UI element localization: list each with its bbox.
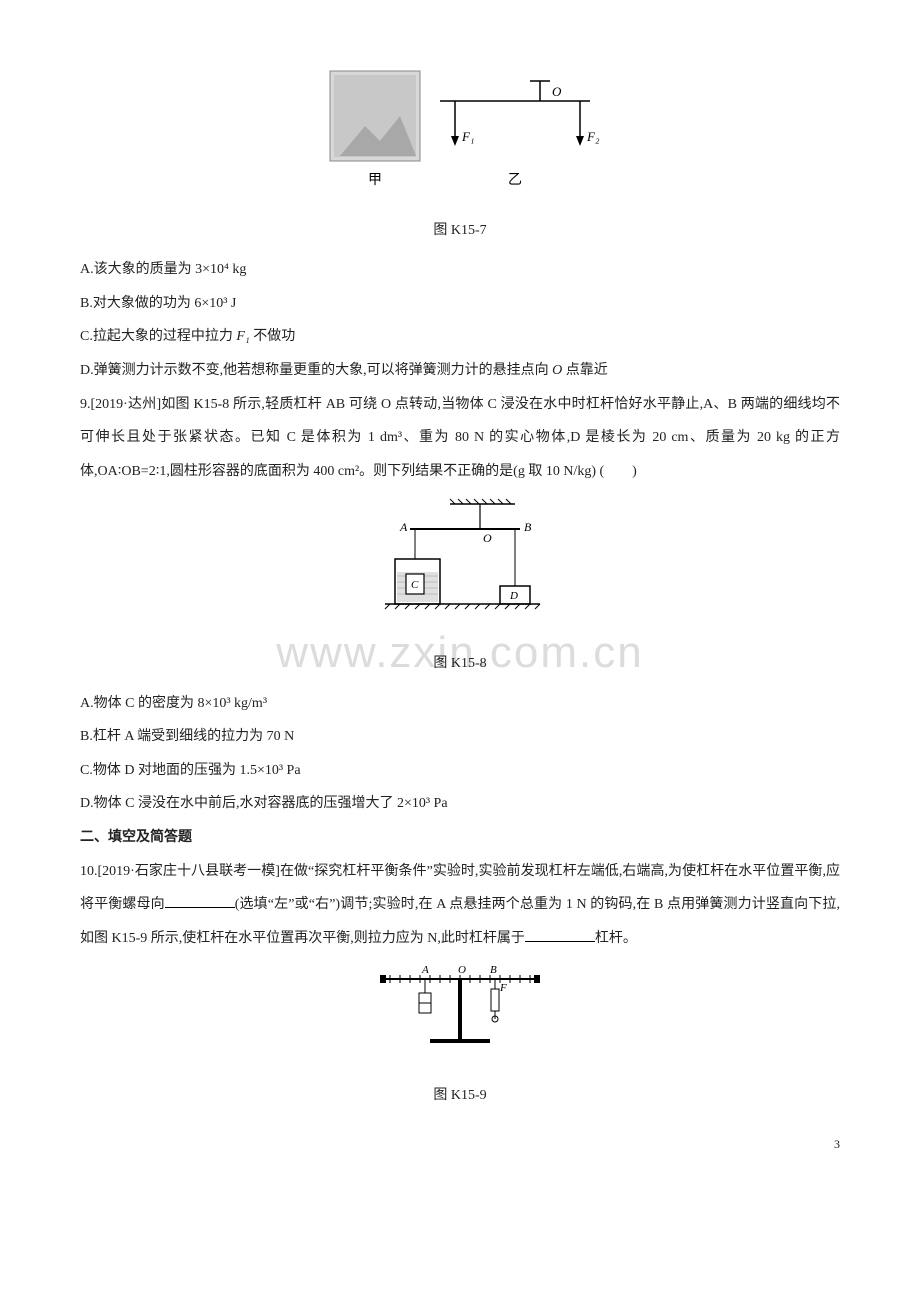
label-jia: 甲 <box>368 173 382 188</box>
label-F1: F₁ <box>461 129 474 144</box>
label-O: O <box>552 84 562 99</box>
label-F2: F₂ <box>586 129 600 144</box>
label-D: D <box>509 590 518 602</box>
q8-optC: C.拉起大象的过程中拉力 F₁ 不做功 <box>80 320 840 354</box>
label-A2: A <box>421 964 429 976</box>
q10-text: 10.[2019·石家庄十八县联考一模]在做“探究杠杆平衡条件”实验时,实验前发… <box>80 855 840 956</box>
figure-k15-7: 甲 O F₁ F₂ 乙 图 K15-7 <box>80 66 840 247</box>
figure-k15-9-caption: 图 K15-9 <box>80 1079 840 1113</box>
label-O2: O <box>483 531 492 545</box>
q10-blank2 <box>525 927 595 942</box>
section-2-heading: 二、填空及简答题 <box>80 821 840 855</box>
label-F: F <box>499 982 507 994</box>
q10-suffix: 杠杆。 <box>595 931 637 946</box>
label-yi: 乙 <box>508 172 522 188</box>
q8-optC-suffix: 不做功 <box>250 329 296 344</box>
label-O3: O <box>458 964 466 976</box>
q8-optA: A.该大象的质量为 3×10⁴ kg <box>80 253 840 287</box>
figure-k15-8: A B O C D <box>80 494 840 680</box>
q8-optD-suffix: 点靠近 <box>562 363 608 378</box>
q9-optB: B.杠杆 A 端受到细线的拉力为 70 N <box>80 720 840 754</box>
q8-optC-prefix: C.拉起大象的过程中拉力 <box>80 329 236 344</box>
q8-optB: B.对大象做的功为 6×10³ J <box>80 287 840 321</box>
figure-k15-9: A O B F 图 K15-9 <box>80 961 840 1112</box>
label-B2: B <box>490 964 497 976</box>
q8-optC-var: F₁ <box>236 329 249 344</box>
q10-blank1 <box>165 893 235 908</box>
q9-stem: 9.[2019·达州]如图 K15-8 所示,轻质杠杆 AB 可绕 O 点转动,… <box>80 388 840 489</box>
q8-optD-prefix: D.弹簧测力计示数不变,他若想称量更重的大象,可以将弹簧测力计的悬挂点向 <box>80 363 552 378</box>
figure-k15-7-caption: 图 K15-7 <box>80 214 840 248</box>
label-C: C <box>411 579 419 591</box>
q9-optA: A.物体 C 的密度为 8×10³ kg/m³ <box>80 687 840 721</box>
q9-optC: C.物体 D 对地面的压强为 1.5×10³ Pa <box>80 754 840 788</box>
label-A: A <box>399 520 408 534</box>
page-number: 3 <box>834 1130 840 1159</box>
q9-optD: D.物体 C 浸没在水中前后,水对容器底的压强增大了 2×10³ Pa <box>80 787 840 821</box>
q8-optD-var: O <box>552 363 562 378</box>
figure-k15-8-caption: 图 K15-8 <box>80 647 840 681</box>
label-B: B <box>524 520 532 534</box>
q8-optD: D.弹簧测力计示数不变,他若想称量更重的大象,可以将弹簧测力计的悬挂点向 O 点… <box>80 354 840 388</box>
